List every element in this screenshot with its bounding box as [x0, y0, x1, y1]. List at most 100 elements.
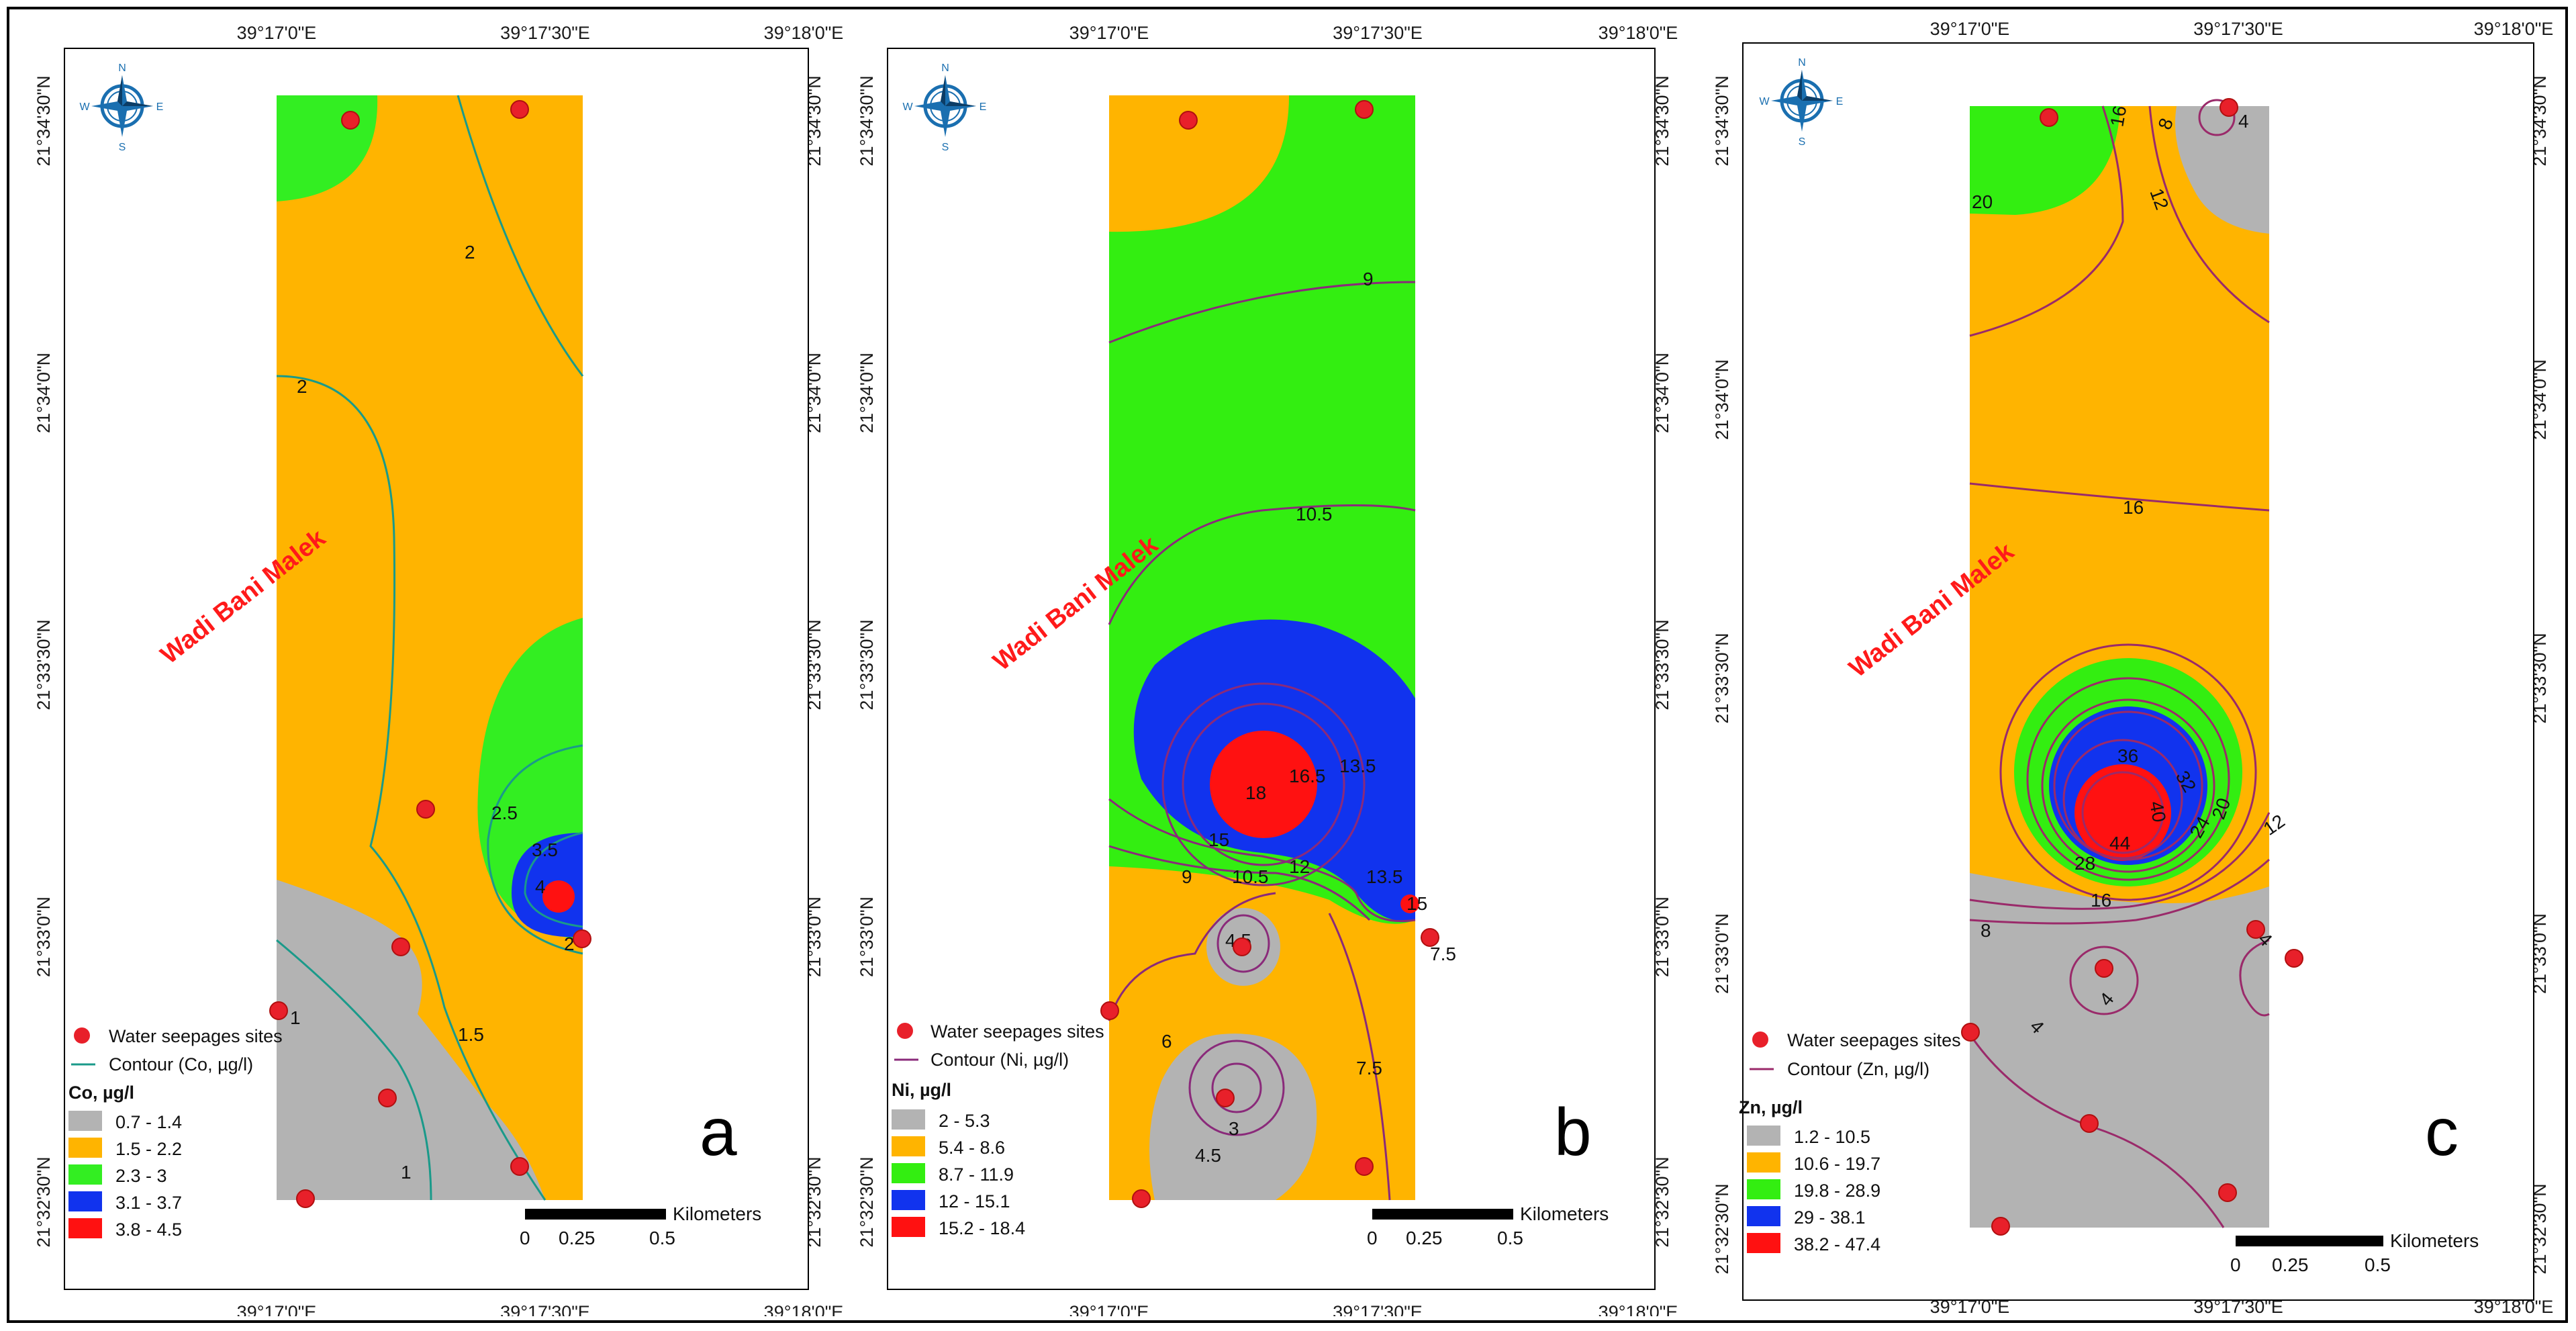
legend-point-symbol [1752, 1031, 1768, 1048]
seepage-point [1100, 1001, 1119, 1020]
contour-label: 13.5 [1339, 755, 1376, 776]
legend-class-label: 10.6 - 19.7 [1794, 1154, 1880, 1174]
contour-lines [1108, 281, 1416, 1201]
map-frame [1742, 42, 2534, 1301]
lat-tick: 21°34'30"N [857, 75, 877, 166]
legend-point-label: Water seepages sites [931, 1021, 1104, 1042]
seepage-point [1991, 1217, 2010, 1236]
lon-tick: 39°18'0"E [1599, 23, 1678, 43]
legend-swatch [892, 1163, 925, 1183]
lat-tick: 21°34'30"N [34, 75, 54, 166]
scale-tick: 0 [1367, 1228, 1378, 1248]
lat-tick: 21°32'30"N [34, 1156, 54, 1247]
svg-text:S: S [119, 142, 126, 153]
lon-tick: 39°17'30"E [1333, 23, 1423, 43]
legend-class-label: 38.2 - 47.4 [1794, 1234, 1880, 1254]
svg-text:W: W [79, 101, 90, 113]
lon-tick: 39°17'30"E [500, 1302, 590, 1316]
lon-tick: 39°17'0"E [1069, 23, 1149, 43]
legend-swatch [892, 1109, 925, 1130]
map-frame [64, 48, 809, 1290]
scale-tick: 0 [2230, 1254, 2241, 1275]
legend: Water seepages sites Contour (Zn, µg/l) … [1739, 1030, 1961, 1254]
contour-label: 1 [290, 1007, 301, 1028]
scale-unit: Kilometers [673, 1203, 761, 1224]
legend-class-label: 0.7 - 1.4 [115, 1112, 182, 1132]
lat-tick: 21°33'30"N [1712, 633, 1732, 723]
figure-frame [7, 7, 2568, 1323]
lon-tick: 39°17'30"E [2193, 19, 2283, 39]
compass-rose-icon: N S E W [79, 62, 163, 153]
contour-label: 36 [2117, 745, 2138, 766]
legend-class-label: 19.8 - 28.9 [1794, 1181, 1880, 1201]
contour-label: 3.5 [532, 839, 558, 860]
seepage-point [573, 929, 591, 948]
legend-swatch [892, 1136, 925, 1156]
contour-label: 10.5 [1296, 504, 1333, 524]
seepage-sites [269, 100, 591, 1208]
legend-point-symbol [74, 1027, 90, 1044]
svg-text:E: E [1836, 96, 1844, 107]
seepage-sites [1961, 98, 2303, 1236]
svg-text:E: E [980, 101, 987, 113]
lat-tick: 21°33'30"N [2530, 633, 2550, 723]
contour-labels: 2 2 2.5 3.5 4 1 1.5 1 2 [290, 242, 575, 1183]
seepage-point [416, 800, 435, 819]
lon-tick: 39°17'0"E [1930, 19, 2010, 39]
seepage-point [391, 937, 410, 956]
seepage-point [1179, 111, 1198, 130]
lon-tick: 39°18'0"E [2474, 19, 2554, 39]
contour-label: 3 [1229, 1118, 1239, 1139]
seepage-point [2285, 949, 2303, 968]
lat-tick: 21°34'0"N [34, 353, 54, 433]
scale-tick: 0.5 [1497, 1228, 1523, 1248]
legend-swatch [68, 1111, 102, 1131]
seepage-point [1421, 928, 1439, 947]
contour-label: 18 [1245, 782, 1266, 803]
lon-tick: 39°18'0"E [1599, 1302, 1678, 1316]
seepage-point [2040, 108, 2058, 127]
seepage-point [1132, 1189, 1151, 1208]
legend-title: Zn, µg/l [1739, 1097, 1803, 1117]
contour-label: 16 [2106, 104, 2130, 128]
concentration-raster [1109, 95, 1419, 1200]
concentration-raster [1970, 106, 2269, 1228]
seepage-point [296, 1189, 315, 1208]
seepage-point [1355, 1157, 1374, 1176]
contour-label: 4.5 [1195, 1145, 1221, 1166]
contour-label: 15 [1406, 893, 1427, 914]
legend-class-label: 12 - 15.1 [939, 1191, 1010, 1211]
legend: Water seepages sites Contour (Ni, µg/l) … [892, 1021, 1104, 1238]
lat-tick: 21°34'0"N [2530, 359, 2550, 440]
lat-tick: 21°34'30"N [804, 75, 824, 166]
scale-unit: Kilometers [1520, 1203, 1609, 1224]
lat-tick: 21°33'30"N [804, 619, 824, 710]
lat-tick: 21°33'30"N [34, 619, 54, 710]
scale-tick: 0 [520, 1228, 530, 1248]
lon-tick: 39°18'0"E [764, 23, 844, 43]
contour-label: 4 [535, 876, 546, 897]
legend-class-label: 1.5 - 2.2 [115, 1139, 182, 1159]
contour-label: 6 [1161, 1031, 1172, 1052]
seepage-point [2220, 98, 2238, 117]
contour-label: 8 [1981, 920, 1991, 941]
scale-tick: 0.25 [559, 1228, 595, 1248]
panel-letter: b [1554, 1095, 1592, 1170]
lon-tick: 39°17'0"E [1069, 1302, 1149, 1316]
lat-tick: 21°32'30"N [857, 1156, 877, 1247]
lon-tick: 39°17'0"E [237, 1302, 317, 1316]
legend-swatch [1747, 1179, 1780, 1199]
lat-tick: 21°34'30"N [1712, 75, 1732, 166]
legend-class-label: 29 - 38.1 [1794, 1207, 1866, 1228]
scale-tick: 0.25 [2272, 1254, 2309, 1275]
legend-title: Ni, µg/l [892, 1080, 951, 1100]
contour-label: 1.5 [458, 1024, 484, 1045]
scale-tick: 0.5 [649, 1228, 675, 1248]
seepage-point [510, 100, 529, 119]
lon-tick: 39°18'0"E [764, 1302, 844, 1316]
lat-tick: 21°32'30"N [1712, 1183, 1732, 1274]
seepage-point [2080, 1114, 2099, 1133]
contour-label: 40 [2146, 800, 2170, 824]
contour-label: 10.5 [1232, 866, 1269, 887]
legend-swatch [68, 1218, 102, 1238]
